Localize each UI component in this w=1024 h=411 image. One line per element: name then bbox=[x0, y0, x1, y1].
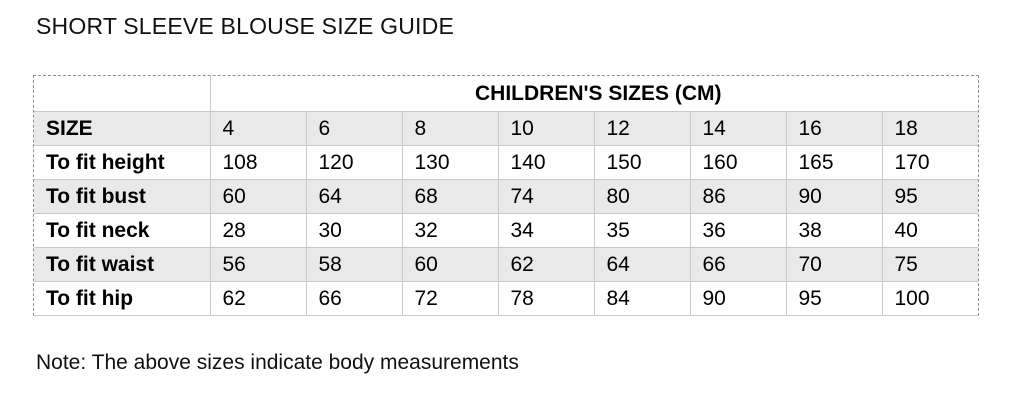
size-value-cell: 62 bbox=[209, 281, 307, 315]
size-value-cell: 160 bbox=[689, 145, 787, 180]
size-value-cell: 32 bbox=[401, 213, 499, 248]
row-label: To fit waist bbox=[34, 247, 211, 282]
size-value-cell: 150 bbox=[593, 145, 691, 180]
size-value-cell: 72 bbox=[401, 281, 499, 315]
size-value-cell: 38 bbox=[785, 213, 883, 248]
size-value-cell: 4 bbox=[209, 111, 307, 146]
size-value-cell: 100 bbox=[881, 281, 978, 315]
size-value-cell: 78 bbox=[497, 281, 595, 315]
size-value-cell: 56 bbox=[209, 247, 307, 282]
size-value-cell: 90 bbox=[689, 281, 787, 315]
size-value-cell: 18 bbox=[881, 111, 978, 146]
size-value-cell: 80 bbox=[593, 179, 691, 214]
size-value-cell: 30 bbox=[305, 213, 403, 248]
size-value-cell: 66 bbox=[305, 281, 403, 315]
size-value-cell: 34 bbox=[497, 213, 595, 248]
size-value-cell: 84 bbox=[593, 281, 691, 315]
size-value-cell: 8 bbox=[401, 111, 499, 146]
size-table-body: CHILDREN'S SIZES (CM) SIZE 4 6 8 10 12 14 16 18 T… bbox=[34, 76, 978, 315]
size-value-cell: 40 bbox=[881, 213, 978, 248]
table-row: To fit hip 62 66 72 78 84 90 95 100 bbox=[34, 281, 978, 315]
size-value-cell: 12 bbox=[593, 111, 691, 146]
note-text: Note: The above sizes indicate body meas… bbox=[36, 351, 519, 374]
size-value-cell: 86 bbox=[689, 179, 787, 214]
size-value-cell: 90 bbox=[785, 179, 883, 214]
size-value-cell: 95 bbox=[881, 179, 978, 214]
size-value-cell: 64 bbox=[305, 179, 403, 214]
size-value-cell: 36 bbox=[689, 213, 787, 248]
row-label: To fit bust bbox=[34, 179, 211, 214]
row-label: SIZE bbox=[34, 111, 211, 146]
table-row: SIZE 4 6 8 10 12 14 16 18 bbox=[34, 111, 978, 146]
row-label: To fit hip bbox=[34, 281, 211, 315]
size-value-cell: 10 bbox=[497, 111, 595, 146]
size-value-cell: 28 bbox=[209, 213, 307, 248]
size-value-cell: 66 bbox=[689, 247, 787, 282]
size-guide-table: CHILDREN'S SIZES (CM) SIZE 4 6 8 10 12 14 16 18 T… bbox=[33, 75, 979, 316]
size-value-cell: 68 bbox=[401, 179, 499, 214]
size-value-cell: 16 bbox=[785, 111, 883, 146]
group-header-cell: CHILDREN'S SIZES (CM) bbox=[209, 76, 978, 112]
row-label: To fit neck bbox=[34, 213, 211, 248]
size-value-cell: 75 bbox=[881, 247, 978, 282]
size-value-cell: 165 bbox=[785, 145, 883, 180]
group-header-row: CHILDREN'S SIZES (CM) bbox=[34, 76, 978, 112]
size-value-cell: 6 bbox=[305, 111, 403, 146]
size-value-cell: 130 bbox=[401, 145, 499, 180]
size-value-cell: 108 bbox=[209, 145, 307, 180]
size-value-cell: 74 bbox=[497, 179, 595, 214]
table-row: To fit waist 56 58 60 62 64 66 70 75 bbox=[34, 247, 978, 282]
size-value-cell: 58 bbox=[305, 247, 403, 282]
table-row: To fit neck 28 30 32 34 35 36 38 40 bbox=[34, 213, 978, 248]
size-value-cell: 140 bbox=[497, 145, 595, 180]
size-value-cell: 14 bbox=[689, 111, 787, 146]
size-value-cell: 64 bbox=[593, 247, 691, 282]
size-value-cell: 60 bbox=[401, 247, 499, 282]
size-table: CHILDREN'S SIZES (CM) SIZE 4 6 8 10 12 14 16 18 T… bbox=[34, 76, 978, 315]
size-value-cell: 62 bbox=[497, 247, 595, 282]
size-value-cell: 60 bbox=[209, 179, 307, 214]
size-value-cell: 95 bbox=[785, 281, 883, 315]
size-value-cell: 35 bbox=[593, 213, 691, 248]
row-label: To fit height bbox=[34, 145, 211, 180]
table-row: To fit bust 60 64 68 74 80 86 90 95 bbox=[34, 179, 978, 214]
corner-cell bbox=[34, 76, 211, 112]
size-value-cell: 120 bbox=[305, 145, 403, 180]
size-value-cell: 70 bbox=[785, 247, 883, 282]
page-title: SHORT SLEEVE BLOUSE SIZE GUIDE bbox=[36, 13, 455, 39]
table-row: To fit height 108 120 130 140 150 160 165 170 bbox=[34, 145, 978, 180]
size-value-cell: 170 bbox=[881, 145, 978, 180]
